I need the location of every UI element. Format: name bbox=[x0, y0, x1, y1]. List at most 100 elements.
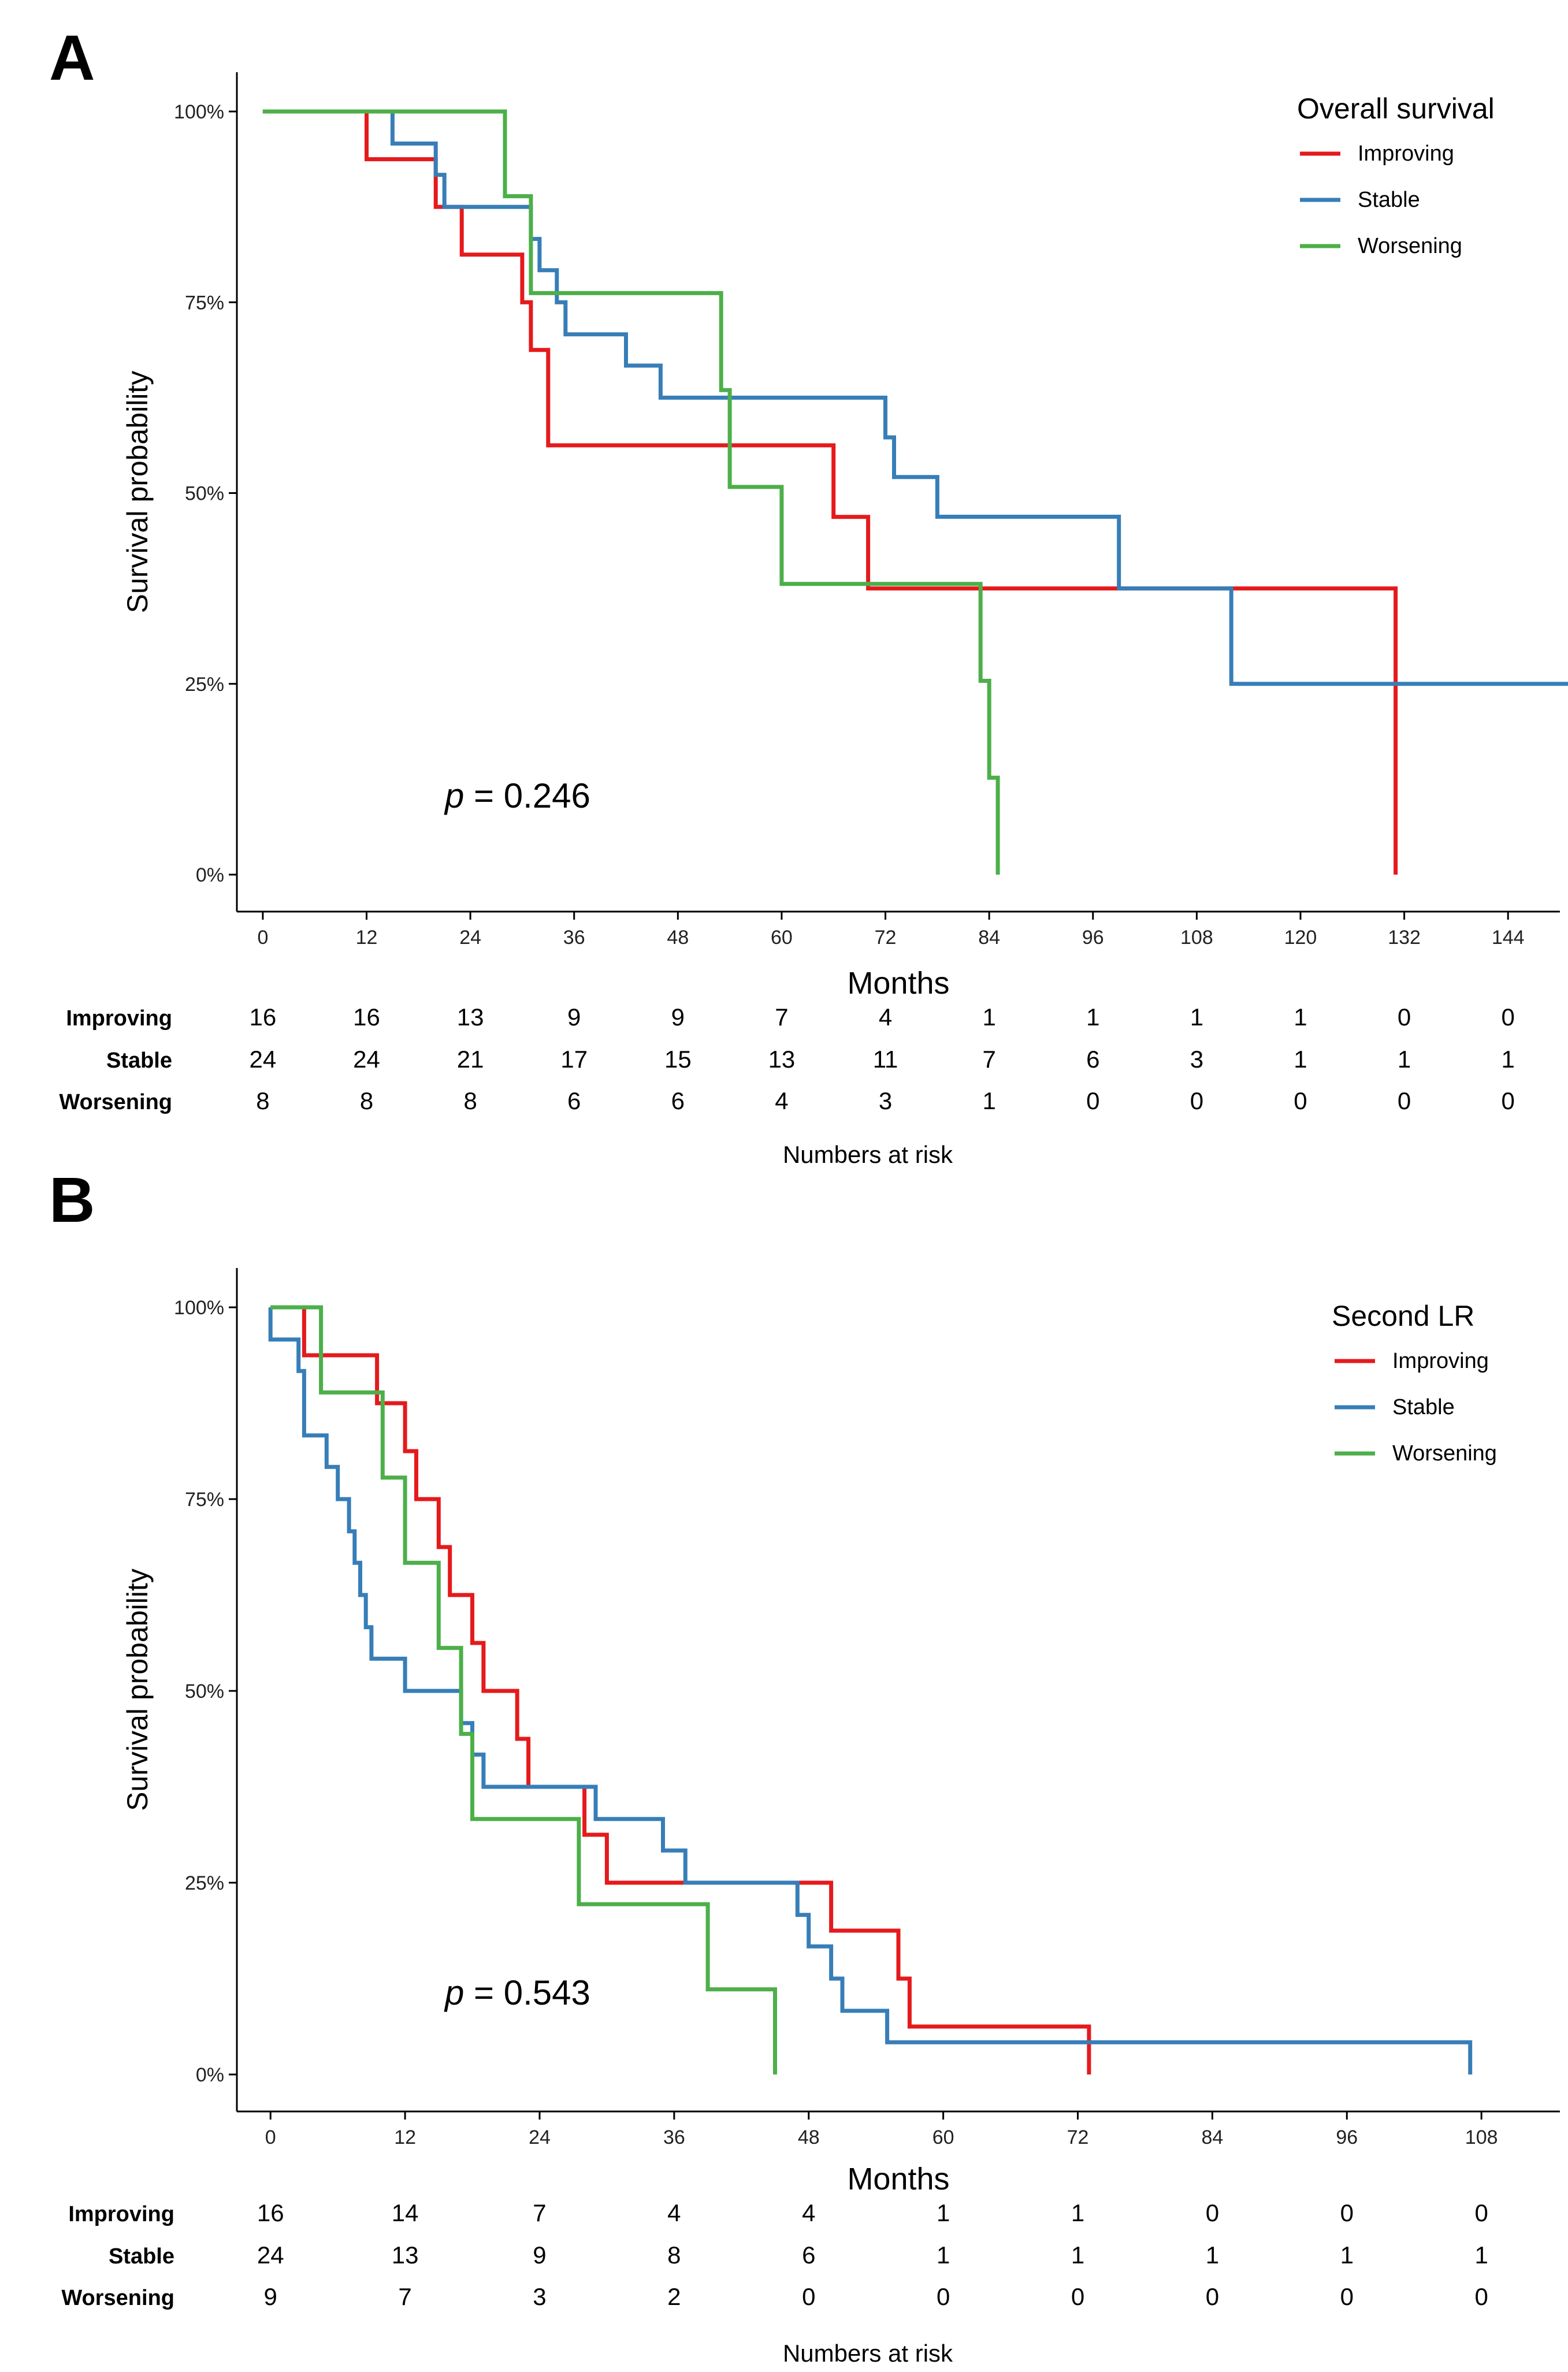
panel-a-risk-cell-stable: 1 bbox=[1502, 1046, 1515, 1073]
panel-a-x-tick-label: 48 bbox=[667, 927, 689, 949]
panel-a-risk-cell-stable: 7 bbox=[982, 1046, 995, 1073]
panel-b-risk-cell-improving: 7 bbox=[533, 2199, 546, 2226]
panel-b-risk-table-title: Numbers at risk bbox=[783, 2340, 953, 2367]
panel-a-risk-cell-worsening: 0 bbox=[1502, 1087, 1515, 1114]
panel-b-risk-cell-stable: 1 bbox=[937, 2241, 950, 2269]
panel-a-x-tick-label: 60 bbox=[771, 927, 793, 949]
panel-a-x-tick-label: 120 bbox=[1284, 927, 1317, 949]
panel-b-risk-cell-improving: 1 bbox=[1071, 2199, 1084, 2226]
panel-a-risk-cell-worsening: 8 bbox=[360, 1087, 373, 1114]
panel-b-risk-cell-worsening: 0 bbox=[1206, 2283, 1219, 2310]
panel-a-risk-cell-improving: 16 bbox=[250, 1003, 277, 1031]
panel-b-risk-cell-worsening: 0 bbox=[1071, 2283, 1084, 2310]
panel-a-series-stable-line bbox=[262, 109, 1568, 686]
panel-a-risk-cell-improving: 13 bbox=[457, 1003, 484, 1031]
panel-b-risk-cell-stable: 1 bbox=[1071, 2241, 1084, 2269]
panel-a-x-tick-label: 108 bbox=[1180, 927, 1213, 949]
panel-a-risk-cell-stable: 24 bbox=[353, 1046, 380, 1073]
panel-a-risk-cell-worsening: 6 bbox=[567, 1087, 581, 1114]
panel-b-risk-cell-stable: 6 bbox=[802, 2241, 815, 2269]
panel-b-risk-cell-improving: 14 bbox=[392, 2199, 419, 2226]
panel-b-risk-cell-stable: 8 bbox=[667, 2241, 681, 2269]
panel-a-risk-cell-stable: 15 bbox=[664, 1046, 692, 1073]
panel-b-x-tick-label: 96 bbox=[1336, 2126, 1358, 2148]
panel-a-risk-cell-improving: 16 bbox=[353, 1003, 380, 1031]
panel-b-x-tick-label: 48 bbox=[798, 2126, 820, 2148]
panel-a-risk-cell-stable: 1 bbox=[1398, 1046, 1411, 1073]
panel-a-legend-label-improving: Improving bbox=[1358, 142, 1454, 166]
panel-a-risk-cell-improving: 0 bbox=[1398, 1003, 1411, 1031]
panel-b-x-tick-label: 108 bbox=[1465, 2126, 1498, 2148]
panel-b-risk-cell-worsening: 3 bbox=[533, 2283, 546, 2310]
panel-b-x-tick-label: 72 bbox=[1067, 2126, 1089, 2148]
panel-a-risk-cell-worsening: 6 bbox=[671, 1087, 685, 1114]
panel-b-risk-cell-stable: 9 bbox=[533, 2241, 546, 2269]
panel-a-risk-cell-worsening: 4 bbox=[775, 1087, 788, 1114]
panel-b-y-tick-label: 100% bbox=[174, 1297, 224, 1319]
panel-b-risk-row-label-improving: Improving bbox=[68, 2202, 174, 2226]
panel-b-risk-cell-worsening: 9 bbox=[264, 2283, 277, 2310]
panel-a-risk-cell-stable: 17 bbox=[560, 1046, 588, 1073]
panel-b-series-worsening-line bbox=[270, 1305, 777, 2074]
panel-b-x-tick-label: 60 bbox=[932, 2126, 954, 2148]
panel-a-risk-cell-worsening: 0 bbox=[1190, 1087, 1203, 1114]
panel-a-y-axis-title: Survival probability bbox=[121, 371, 154, 614]
panel-b-x-tick-label: 84 bbox=[1201, 2126, 1223, 2148]
panel-b-risk-cell-improving: 4 bbox=[802, 2199, 815, 2226]
panel-b-y-tick-label: 25% bbox=[185, 1872, 224, 1894]
panel-b-p-value: p = 0.543 bbox=[444, 1973, 590, 2012]
panel-b-x-tick-label: 36 bbox=[663, 2126, 685, 2148]
panel-a-x-tick-label: 12 bbox=[356, 927, 378, 949]
panel-a-risk-cell-stable: 24 bbox=[250, 1046, 277, 1073]
panel-a-risk-cell-improving: 1 bbox=[1294, 1003, 1307, 1031]
panel-b-series-improving-line bbox=[270, 1305, 1091, 2074]
panel-a-legend-label-stable: Stable bbox=[1358, 188, 1420, 212]
panel-a-risk-row-label-worsening: Worsening bbox=[59, 1090, 172, 1114]
panel-a-risk-cell-improving: 0 bbox=[1502, 1003, 1515, 1031]
panel-a-risk-cell-improving: 9 bbox=[671, 1003, 685, 1031]
panel-a-y-tick-label: 75% bbox=[185, 292, 224, 314]
panel-b-risk-cell-improving: 0 bbox=[1340, 2199, 1354, 2226]
panel-b-risk-cell-improving: 0 bbox=[1206, 2199, 1219, 2226]
panel-b-legend-title: Second LR bbox=[1332, 1300, 1474, 1332]
panel-a-risk-cell-improving: 1 bbox=[1086, 1003, 1099, 1031]
panel-a-x-tick-label: 24 bbox=[459, 927, 481, 949]
panel-b-risk-row-label-worsening: Worsening bbox=[61, 2286, 174, 2310]
panel-a-risk-cell-worsening: 1 bbox=[982, 1087, 995, 1114]
panel-b-risk-cell-improving: 4 bbox=[667, 2199, 681, 2226]
panel-a-label: A bbox=[49, 23, 95, 94]
panel-b-risk-cell-stable: 13 bbox=[392, 2241, 419, 2269]
panel-a-y-tick-label: 100% bbox=[174, 101, 224, 123]
panel-b-y-tick-label: 0% bbox=[196, 2064, 224, 2086]
panel-b-risk-cell-worsening: 0 bbox=[1474, 2283, 1488, 2310]
panel-a-risk-cell-worsening: 0 bbox=[1294, 1087, 1307, 1114]
panel-b-risk-cell-stable: 1 bbox=[1340, 2241, 1354, 2269]
panel-a-risk-cell-improving: 1 bbox=[1190, 1003, 1203, 1031]
panel-a-series-worsening-line bbox=[262, 109, 1000, 875]
panel-a-risk-cell-improving: 1 bbox=[982, 1003, 995, 1031]
panel-a-risk-cell-stable: 1 bbox=[1294, 1046, 1307, 1073]
panel-b-p-value-number: = 0.543 bbox=[464, 1973, 590, 2012]
panel-a-y-tick-label: 0% bbox=[196, 864, 224, 886]
panel-a-p-value-symbol: p bbox=[444, 776, 464, 815]
panel-a-risk-cell-stable: 21 bbox=[457, 1046, 484, 1073]
panel-b-risk-cell-worsening: 7 bbox=[398, 2283, 411, 2310]
panel-a-risk-table-title: Numbers at risk bbox=[783, 1141, 953, 1168]
panel-b-p-value-symbol: p bbox=[444, 1973, 464, 2012]
panel-b-risk-cell-worsening: 0 bbox=[802, 2283, 815, 2310]
panel-a-risk-cell-improving: 9 bbox=[567, 1003, 581, 1031]
panel-a-risk-cell-stable: 13 bbox=[768, 1046, 796, 1073]
panel-a-risk-row-label-stable: Stable bbox=[106, 1049, 172, 1073]
panel-b-risk-cell-stable: 1 bbox=[1206, 2241, 1219, 2269]
panel-b-risk-cell-worsening: 0 bbox=[1340, 2283, 1354, 2310]
panel-a-risk-cell-worsening: 3 bbox=[879, 1087, 892, 1114]
panel-b-risk-cell-worsening: 0 bbox=[937, 2283, 950, 2310]
panel-a-x-tick-label: 36 bbox=[563, 927, 585, 949]
panel-a-risk-cell-worsening: 8 bbox=[256, 1087, 269, 1114]
panel-a-risk-cell-worsening: 8 bbox=[463, 1087, 477, 1114]
panel-a-risk-cell-worsening: 0 bbox=[1398, 1087, 1411, 1114]
panel-b-x-tick-label: 12 bbox=[394, 2126, 416, 2148]
panel-b-legend-label-stable: Stable bbox=[1392, 1395, 1455, 1419]
panel-b-risk-cell-improving: 16 bbox=[257, 2199, 284, 2226]
